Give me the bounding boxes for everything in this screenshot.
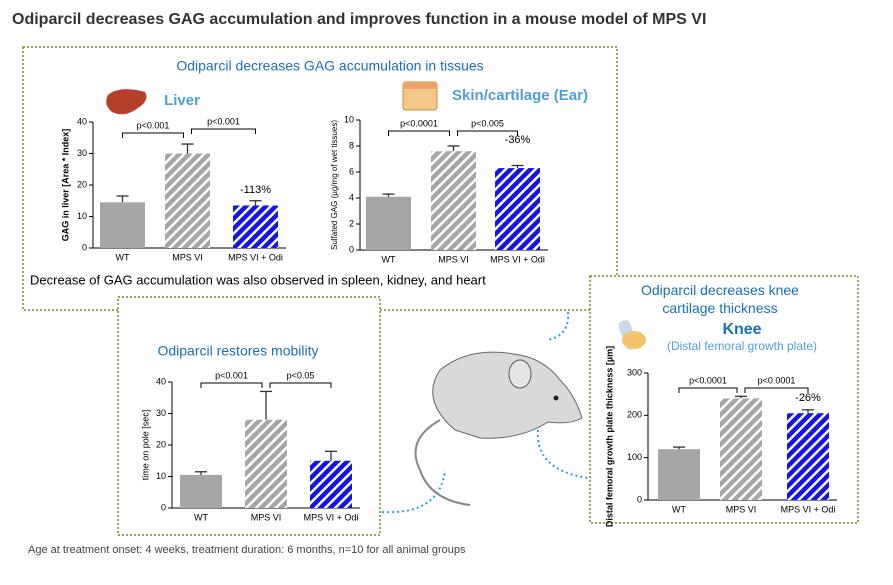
chart-title: Odiparcil restores mobility [157, 343, 318, 359]
bar [787, 413, 829, 500]
y-tick-label: 0 [637, 494, 642, 504]
y-tick-label: 0 [161, 502, 166, 512]
y-tick-label: 4 [349, 192, 354, 202]
p-value: p<0.001 [215, 370, 248, 380]
change-label: -36% [505, 134, 531, 146]
p-value: p<0.001 [137, 120, 170, 130]
y-tick-label: 20 [156, 439, 166, 449]
significance-bracket [744, 387, 809, 393]
p-value: p<0.0001 [400, 118, 438, 128]
p-value: p<0.0001 [758, 375, 796, 385]
p-value: p<0.0001 [689, 375, 727, 385]
mouse-illustration [414, 351, 583, 506]
y-tick-label: 0 [82, 242, 87, 252]
x-tick-label: MPS VI [726, 504, 757, 514]
y-tick-label: 0 [349, 244, 354, 254]
y-tick-label: 40 [156, 376, 166, 386]
x-tick-label: MPS VI + Odi [490, 254, 545, 264]
connector [536, 429, 589, 479]
bar [100, 202, 145, 248]
panel-header: Odiparcil decreases GAG accumulation in … [176, 58, 483, 74]
y-tick-label: 8 [349, 140, 354, 150]
bar [165, 153, 210, 248]
connector [381, 469, 446, 514]
y-tick-label: 100 [627, 452, 642, 462]
y-axis-label: time on pole [sec] [140, 410, 150, 481]
bar [495, 168, 540, 250]
y-tick-label: 10 [156, 471, 166, 481]
y-axis-label: GAG in liver [Area * Index] [60, 129, 70, 242]
y-tick-label: 10 [344, 114, 354, 124]
significance-bracket [191, 128, 256, 134]
x-tick-label: WT [116, 252, 130, 262]
y-tick-label: 30 [156, 408, 166, 418]
knee-icon [618, 320, 646, 350]
bar [180, 474, 222, 508]
x-tick-label: MPS VI + Odi [304, 512, 359, 522]
bar [310, 460, 352, 508]
x-tick-label: WT [194, 512, 208, 522]
x-tick-label: MPS VI + Odi [781, 504, 836, 514]
x-tick-label: MPS VI [251, 512, 282, 522]
slide-title: Odiparcil decreases GAG accumulation and… [12, 11, 706, 28]
footnote: Age at treatment onset: 4 weeks, treatme… [28, 544, 466, 556]
significance-bracket [200, 382, 263, 388]
note: Decrease of GAG accumulation was also ob… [30, 272, 486, 287]
chart-subtitle: (Distal femoral growth plate) [667, 339, 817, 353]
y-tick-label: 40 [77, 116, 87, 126]
significance-bracket [678, 387, 738, 393]
significance-bracket [122, 132, 184, 138]
change-label: -26% [795, 392, 821, 404]
y-tick-label: 300 [627, 367, 642, 377]
y-tick-label: 10 [77, 211, 87, 221]
bar [245, 419, 287, 508]
y-tick-label: 30 [77, 148, 87, 158]
change-label: -113% [240, 184, 271, 196]
bar [233, 205, 278, 248]
bar [366, 196, 411, 250]
chart-title: Knee [722, 321, 761, 338]
x-tick-label: WT [672, 504, 686, 514]
panel-header: Odiparcil decreases knee cartilage thick… [641, 282, 799, 316]
p-value: p<0.001 [207, 116, 240, 126]
y-tick-label: 20 [77, 179, 87, 189]
bar [720, 398, 762, 500]
x-tick-label: MPS VI [438, 254, 469, 264]
skin-icon [402, 81, 438, 111]
chart-title: Skin/cartilage (Ear) [452, 87, 588, 104]
x-tick-label: WT [382, 254, 396, 264]
connector [547, 311, 570, 341]
y-axis-label: Sulfated GAG (µg/mg of wet tissues) [330, 120, 339, 250]
liver-icon [106, 89, 147, 115]
x-tick-label: MPS VI + Odi [228, 252, 283, 262]
y-tick-label: 6 [349, 166, 354, 176]
x-tick-label: MPS VI [172, 252, 203, 262]
y-tick-label: 200 [627, 410, 642, 420]
significance-bracket [269, 382, 332, 388]
bar [658, 449, 700, 500]
y-tick-label: 2 [349, 218, 354, 228]
significance-bracket [388, 130, 450, 136]
bar [431, 151, 476, 250]
y-axis-label: Distal femoral growth plate thickness [µ… [604, 346, 614, 527]
p-value: p<0.005 [471, 118, 504, 128]
significance-bracket [457, 130, 518, 136]
chart-title: Liver [164, 92, 200, 109]
p-value: p<0.05 [287, 370, 315, 380]
